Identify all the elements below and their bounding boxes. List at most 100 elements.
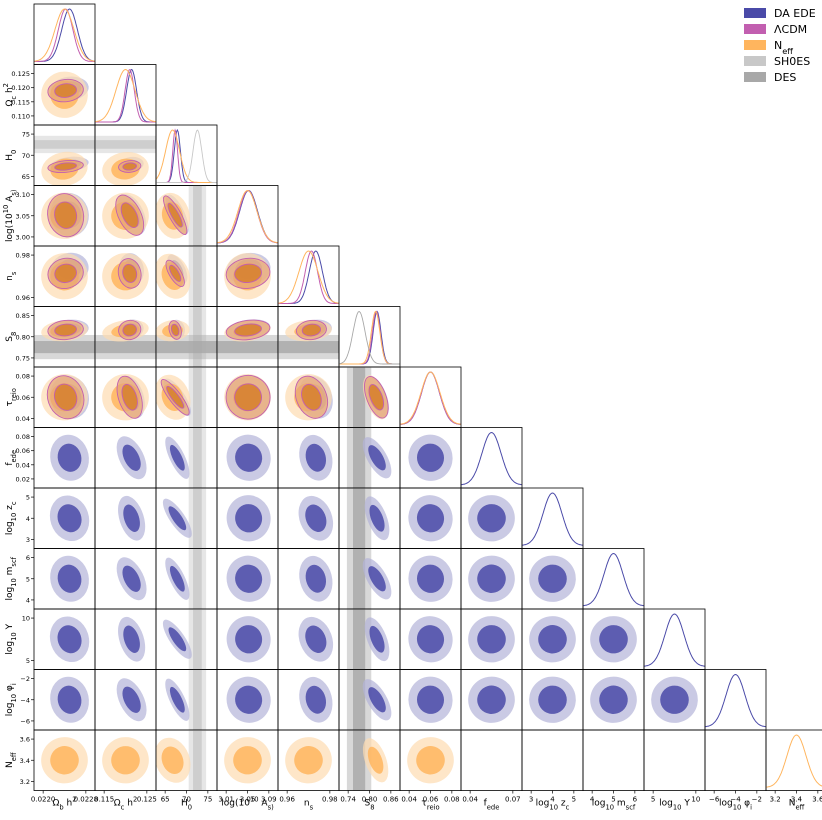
panel-logAs-ns bbox=[216, 245, 279, 307]
band-SH0ES-1sigma bbox=[95, 140, 156, 149]
contour-ΛCDM-68 bbox=[169, 264, 182, 282]
panel-omega_c-logAs bbox=[94, 185, 157, 247]
y-tick-label: 0.02 bbox=[16, 475, 30, 483]
panel-log10Upsilon-log10phi bbox=[643, 669, 706, 731]
x-axis-label-fede: fede bbox=[484, 799, 500, 812]
x-tick-label: 0.0228 bbox=[74, 796, 99, 804]
band-DES-1sigma bbox=[217, 341, 278, 354]
panel-S8-log10zc bbox=[338, 487, 401, 549]
contour-DA EDE-68 bbox=[477, 564, 506, 593]
marginal-omega_c-N_eff bbox=[95, 68, 156, 123]
x-axis-label-S8: S8 bbox=[364, 799, 374, 812]
legend-swatch bbox=[744, 24, 766, 34]
contour-DA EDE-68 bbox=[599, 625, 628, 654]
contour-DA EDE-68 bbox=[57, 625, 82, 654]
contour-DA EDE-68 bbox=[305, 625, 327, 653]
panel-omega_b-omega_c: 0.110 0.115 0.120 0.125 Ωc h2 bbox=[2, 64, 96, 126]
marginal-H0-N_eff bbox=[156, 129, 217, 183]
contour-DA EDE-68 bbox=[57, 685, 82, 714]
panel-tau-log10mscf bbox=[399, 548, 462, 610]
contour-DA EDE-68 bbox=[169, 565, 185, 592]
y-tick-label: 3 bbox=[26, 536, 30, 544]
contour-ΛCDM-68 bbox=[121, 383, 138, 411]
y-tick-label: 5 bbox=[26, 494, 30, 502]
panel-log10zc-log10phi bbox=[521, 669, 584, 731]
contour-DA EDE-68 bbox=[477, 685, 506, 714]
panel-omega_c-fede bbox=[94, 427, 157, 489]
panel-S8-log10phi bbox=[338, 669, 401, 731]
contour-ΛCDM-68 bbox=[170, 323, 180, 337]
y-tick-label: 70 bbox=[22, 152, 30, 160]
marginal-logAs-N_eff bbox=[217, 189, 278, 244]
band-DES-1sigma bbox=[352, 669, 366, 730]
marginal-log10Upsilon-DA EDE bbox=[644, 613, 705, 667]
y-axis-label-H0: H0 bbox=[5, 150, 18, 161]
panel-log10mscf-log10phi bbox=[582, 669, 645, 731]
x-tick-label: 3.01 bbox=[218, 796, 234, 804]
contour-ΛCDM-68 bbox=[54, 323, 77, 337]
panel-ns-fede bbox=[277, 427, 340, 489]
panel-fede-log10Upsilon bbox=[460, 608, 523, 670]
band-SH0ES-1sigma bbox=[193, 488, 202, 549]
y-axis-label-tau: τreio bbox=[5, 388, 18, 406]
x-tick-label: 0.80 bbox=[362, 796, 378, 804]
panel-H0-log10Upsilon bbox=[155, 608, 218, 670]
x-axis-label-ns: ns bbox=[304, 799, 314, 812]
contour-ΛCDM-68 bbox=[120, 202, 139, 228]
panel-omega_c-ns bbox=[94, 245, 157, 307]
panel-logAs-S8 bbox=[216, 306, 279, 368]
marginal-log10zc-DA EDE bbox=[522, 492, 583, 546]
y-tick-label: 3.10 bbox=[16, 191, 30, 199]
marginal-ns-ΛCDM bbox=[278, 250, 339, 304]
contour-ΛCDM-68 bbox=[54, 263, 77, 284]
panel-omega_b-omega_b bbox=[33, 3, 96, 65]
contour-DA EDE-68 bbox=[123, 625, 140, 653]
legend-entry-2: Neff bbox=[744, 39, 793, 56]
panel-H0-fede bbox=[155, 427, 218, 489]
x-axis-label-log10mscf: log10 mscf bbox=[592, 799, 636, 812]
x-tick-label: 6 bbox=[633, 796, 638, 804]
band-DES-1sigma bbox=[352, 609, 366, 670]
panel-ns-log10mscf bbox=[277, 548, 340, 610]
x-tick-label: 0.96 bbox=[279, 796, 295, 804]
x-axis-label-log10zc: log10 zc bbox=[536, 799, 570, 812]
y-tick-label: 3.05 bbox=[16, 212, 30, 220]
band-SH0ES-1sigma bbox=[193, 306, 202, 367]
x-tick-label: −2 bbox=[752, 796, 762, 804]
contour-ΛCDM-68 bbox=[368, 384, 385, 411]
contour-N_eff-68 bbox=[161, 746, 184, 775]
panel-omega_b-tau: 0.04 0.06 0.08 τreio bbox=[5, 366, 96, 428]
contour-DA EDE-68 bbox=[235, 443, 263, 472]
marginal-fede-DA EDE bbox=[461, 431, 522, 486]
y-tick-label: 6 bbox=[26, 554, 30, 562]
contour-DA EDE-68 bbox=[416, 625, 445, 654]
x-tick-label: 0.07 bbox=[505, 796, 521, 804]
y-tick-label: 65 bbox=[22, 173, 30, 181]
contour-DA EDE-68 bbox=[369, 504, 385, 532]
contour-ΛCDM-68 bbox=[234, 263, 262, 284]
panel-H0-tau bbox=[155, 366, 218, 428]
marginal-H0-SH0ES bbox=[156, 129, 217, 183]
panel-H0-ns bbox=[155, 245, 218, 307]
contour-ΛCDM-68 bbox=[301, 323, 322, 337]
y-axis-label-log10zc: log10 zc bbox=[5, 501, 18, 535]
y-tick-label: 0.115 bbox=[11, 98, 30, 106]
contour-N_eff-68 bbox=[294, 746, 323, 775]
panel-H0-log10mscf bbox=[155, 548, 218, 610]
contour-DA EDE-68 bbox=[235, 504, 263, 533]
contour-DA EDE-68 bbox=[122, 686, 141, 713]
x-tick-label: 0.06 bbox=[423, 796, 439, 804]
x-tick-label: 3.09 bbox=[261, 796, 277, 804]
band-DES-1sigma bbox=[352, 730, 366, 791]
contour-DA EDE-68 bbox=[416, 564, 445, 593]
y-tick-label: 10 bbox=[22, 615, 30, 623]
contour-DA EDE-68 bbox=[416, 504, 445, 533]
y-tick-label: 0.08 bbox=[16, 373, 30, 381]
legend-swatch bbox=[744, 56, 766, 66]
y-tick-label: 75 bbox=[22, 131, 30, 139]
x-tick-label: 3.05 bbox=[240, 796, 256, 804]
